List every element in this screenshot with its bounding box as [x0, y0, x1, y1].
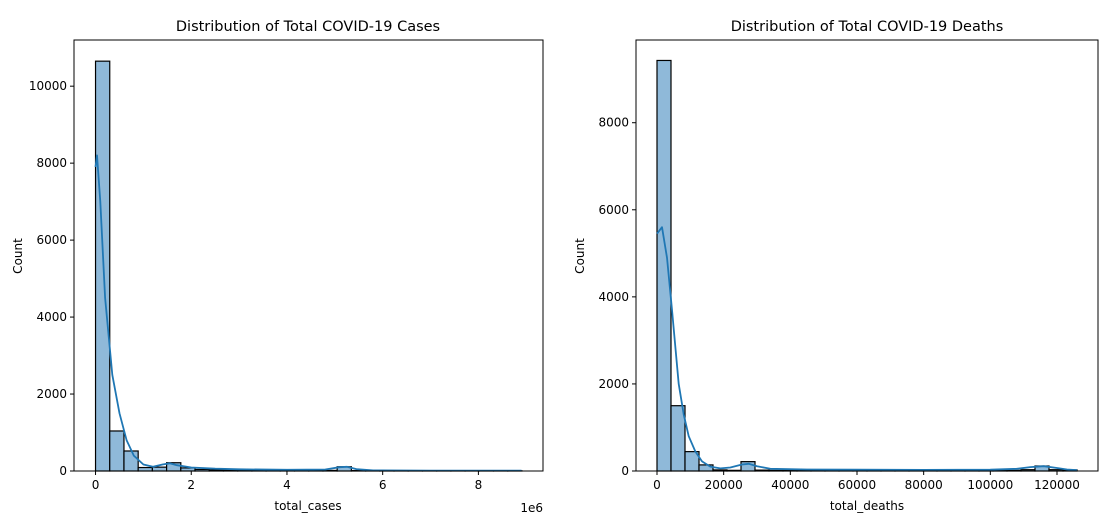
cases-x-tick-label: 4	[283, 478, 291, 492]
cases-histogram-bar	[151, 466, 168, 472]
cases-y-tick-label: 4000	[36, 310, 67, 324]
cases-y-axis-label: Count	[11, 238, 25, 274]
cases-axes-frame	[73, 39, 544, 472]
cases-histogram-axes: Distribution of Total COVID-19 Cases tot…	[11, 19, 544, 515]
cases-chart-title: Distribution of Total COVID-19 Cases	[176, 19, 440, 35]
deaths-y-tick-label: 8000	[598, 116, 629, 130]
cases-histogram-bar	[137, 466, 153, 472]
cases-x-offset-label: 1e6	[520, 501, 543, 515]
cases-histogram-bar	[123, 450, 139, 472]
cases-kde-line	[94, 154, 522, 472]
cases-x-axis-label: total_cases	[274, 499, 341, 513]
cases-x-tick-label: 0	[92, 478, 100, 492]
cases-y-tick-label: 6000	[36, 233, 67, 247]
cases-x-tick-label: 6	[379, 478, 387, 492]
deaths-y-tick-label: 0	[621, 464, 629, 478]
deaths-x-tick-label: 100000	[967, 478, 1013, 492]
deaths-x-tick-label: 20000	[705, 478, 743, 492]
deaths-histogram-bar	[670, 405, 686, 472]
deaths-histogram-axes: Distribution of Total COVID-19 Deaths to…	[573, 19, 1099, 513]
cases-x-tick-label: 2	[187, 478, 195, 492]
deaths-y-tick-label: 4000	[598, 290, 629, 304]
cases-y-tick-label: 10000	[29, 79, 67, 93]
deaths-chart-title: Distribution of Total COVID-19 Deaths	[731, 19, 1004, 35]
deaths-x-tick-label: 40000	[771, 478, 809, 492]
deaths-x-tick-label: 80000	[905, 478, 943, 492]
deaths-x-axis-label: total_deaths	[830, 499, 904, 513]
cases-x-tick-label: 8	[475, 478, 483, 492]
cases-y-tick-label: 0	[59, 464, 67, 478]
deaths-y-tick-label: 2000	[598, 377, 629, 391]
deaths-kde-line	[656, 226, 1078, 471]
deaths-histogram-bar	[656, 59, 672, 472]
deaths-x-tick-label: 0	[653, 478, 661, 492]
cases-y-tick-label: 2000	[36, 387, 67, 401]
deaths-axes-frame	[635, 39, 1099, 472]
deaths-y-axis-label: Count	[573, 238, 587, 274]
deaths-x-tick-label: 120000	[1034, 478, 1080, 492]
cases-y-tick-label: 8000	[36, 156, 67, 170]
cases-histogram-bar	[109, 430, 125, 472]
deaths-x-tick-label: 60000	[838, 478, 876, 492]
deaths-y-tick-label: 6000	[598, 203, 629, 217]
